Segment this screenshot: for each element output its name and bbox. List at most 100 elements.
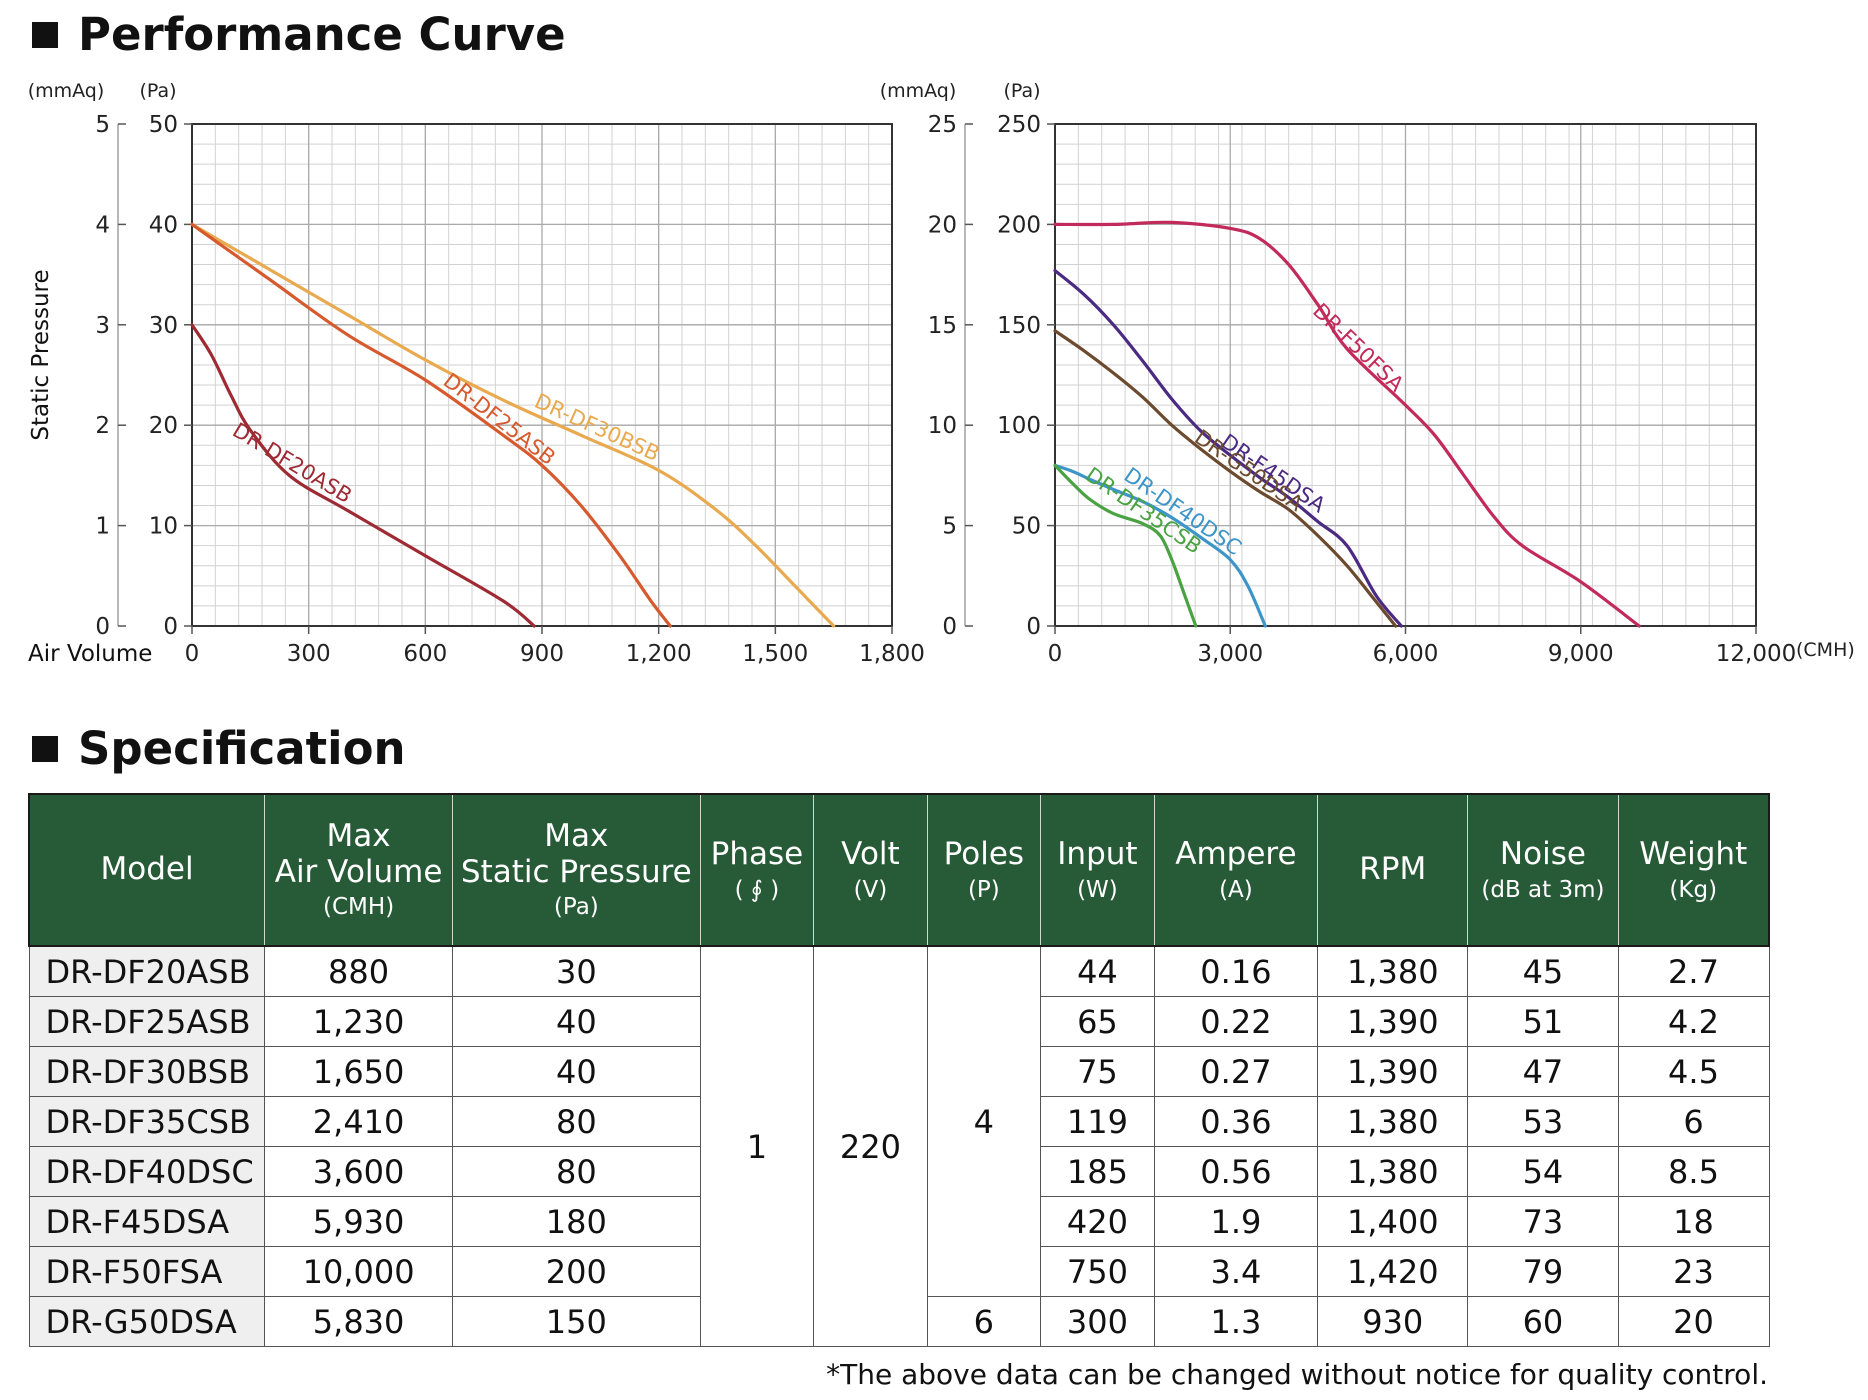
cell-noise: 45 (1467, 945, 1619, 997)
series-line-dr-df25asb (190, 222, 672, 628)
x-tick-label: 900 (520, 641, 564, 667)
x-tick-label: 1,200 (626, 641, 692, 667)
cell-max-air-volume: 1,650 (264, 1046, 454, 1097)
cell-model: DR-G50DSA (28, 1296, 266, 1347)
cell-max-air-volume: 5,830 (264, 1296, 454, 1347)
table-row: DR-F50FSA 10,000 200 750 3.4 1,420 79 23 (28, 1246, 1770, 1297)
y-tick-label-pa: 50 (1012, 514, 1041, 540)
y-tick-label-mmaq: 1 (95, 514, 110, 540)
cell-input: 750 (1040, 1246, 1155, 1297)
header-unit: (CMH) (323, 894, 395, 921)
header-unit: (W) (1077, 876, 1118, 903)
x-tick-label: 0 (185, 641, 200, 667)
cell-weight: 20 (1617, 1296, 1770, 1347)
x-tick-label: 6,000 (1373, 641, 1439, 667)
cell-noise: 60 (1467, 1296, 1619, 1347)
header-unit: (Kg) (1669, 876, 1718, 903)
cell-noise: 47 (1467, 1046, 1619, 1097)
cell-rpm: 1,380 (1317, 1146, 1469, 1197)
header-unit: ( ∮ ) (734, 876, 780, 903)
performance-curve-title-text: Performance Curve (78, 8, 566, 61)
header-noise: Noise (dB at 3m) (1467, 793, 1619, 947)
header-rpm: RPM (1317, 793, 1469, 947)
cell-noise: 54 (1467, 1146, 1619, 1197)
header-label: Max Air Volume (274, 818, 443, 890)
header-label: Ampere (1175, 835, 1297, 872)
y-axis-title: Static Pressure (28, 269, 54, 440)
header-unit: (dB at 3m) (1481, 876, 1605, 903)
x-tick-label: 600 (403, 641, 447, 667)
cell-rpm: 1,400 (1317, 1196, 1469, 1247)
cell-model: DR-DF35CSB (28, 1096, 266, 1147)
cell-model: DR-DF40DSC (28, 1146, 266, 1197)
cell-input: 185 (1040, 1146, 1155, 1197)
y-tick-label-pa: 250 (997, 112, 1041, 138)
y-unit-mmaq: (mmAq) (28, 80, 105, 102)
cell-max-static-pressure: 80 (452, 1096, 701, 1147)
cell-input: 300 (1040, 1296, 1155, 1347)
y-tick-label-mmaq: 20 (928, 212, 957, 238)
x-axis-title: Air Volume (28, 641, 152, 667)
x-tick-label: 3,000 (1197, 641, 1263, 667)
x-tick-label: 0 (1048, 641, 1063, 667)
y-tick-label-pa: 0 (163, 614, 178, 640)
cell-rpm: 1,390 (1317, 1046, 1469, 1097)
y-unit-mmaq: (mmAq) (880, 80, 957, 102)
y-tick-label-mmaq: 5 (942, 514, 957, 540)
cell-model: DR-DF25ASB (28, 996, 266, 1047)
y-tick-label-mmaq: 2 (95, 413, 110, 439)
cell-ampere: 1.9 (1153, 1196, 1319, 1247)
cell-model: DR-DF20ASB (28, 945, 266, 997)
x-tick-label: 1,500 (742, 641, 808, 667)
cell-ampere: 0.36 (1153, 1096, 1319, 1147)
header-poles: Poles (P) (926, 793, 1042, 947)
cell-ampere: 3.4 (1153, 1246, 1319, 1297)
y-tick-label-pa: 200 (997, 212, 1041, 238)
series-line-dr-df20asb (190, 323, 536, 628)
cell-rpm: 930 (1317, 1296, 1469, 1347)
cell-rpm: 1,420 (1317, 1246, 1469, 1297)
cell-max-air-volume: 3,600 (264, 1146, 454, 1197)
cell-phase: 1 (699, 945, 815, 1347)
header-label: Weight (1639, 835, 1748, 872)
header-label: Noise (1499, 835, 1586, 872)
cell-input: 65 (1040, 996, 1155, 1047)
header-model: Model (28, 793, 266, 947)
header-unit: (V) (853, 876, 888, 903)
cell-weight: 4.5 (1617, 1046, 1770, 1097)
y-tick-label-mmaq: 25 (928, 112, 957, 138)
cell-input: 119 (1040, 1096, 1155, 1147)
y-unit-pa: (Pa) (1003, 80, 1040, 102)
table-row: DR-DF30BSB 1,650 40 75 0.27 1,390 47 4.5 (28, 1046, 1770, 1097)
y-tick-label-pa: 100 (997, 413, 1041, 439)
cell-weight: 4.2 (1617, 996, 1770, 1047)
cell-model: DR-F45DSA (28, 1196, 266, 1247)
x-tick-label: 1,800 (859, 641, 925, 667)
table-row: DR-DF40DSC 3,600 80 185 0.56 1,380 54 8.5 (28, 1146, 1770, 1197)
cell-max-static-pressure: 180 (452, 1196, 701, 1247)
cell-model: DR-DF30BSB (28, 1046, 266, 1097)
table-row: DR-DF35CSB 2,410 80 119 0.36 1,380 53 6 (28, 1096, 1770, 1147)
cell-max-static-pressure: 150 (452, 1296, 701, 1347)
cell-poles: 4 (926, 945, 1042, 1297)
y-tick-label-mmaq: 5 (95, 112, 110, 138)
cell-volt: 220 (813, 945, 928, 1347)
specification-title: Specification (32, 722, 406, 775)
cell-poles: 6 (926, 1296, 1042, 1347)
cell-input: 75 (1040, 1046, 1155, 1097)
cell-ampere: 0.16 (1153, 945, 1319, 997)
series-line-dr-df35csb (1053, 463, 1198, 628)
cell-ampere: 0.56 (1153, 1146, 1319, 1197)
table-row: DR-G50DSA 5,830 150 6 300 1.3 930 60 20 (28, 1296, 1770, 1347)
cell-ampere: 0.27 (1153, 1046, 1319, 1097)
y-tick-label-pa: 20 (149, 413, 178, 439)
footnote: *The above data can be changed without n… (826, 1358, 1768, 1391)
cell-max-static-pressure: 30 (452, 945, 701, 997)
header-label: RPM (1359, 851, 1427, 888)
series-line-dr-f50fsa (1053, 220, 1641, 628)
section-bullet-icon (32, 735, 58, 762)
header-input: Input (W) (1040, 793, 1155, 947)
y-tick-label-pa: 50 (149, 112, 178, 138)
y-tick-label-mmaq: 15 (928, 313, 957, 339)
